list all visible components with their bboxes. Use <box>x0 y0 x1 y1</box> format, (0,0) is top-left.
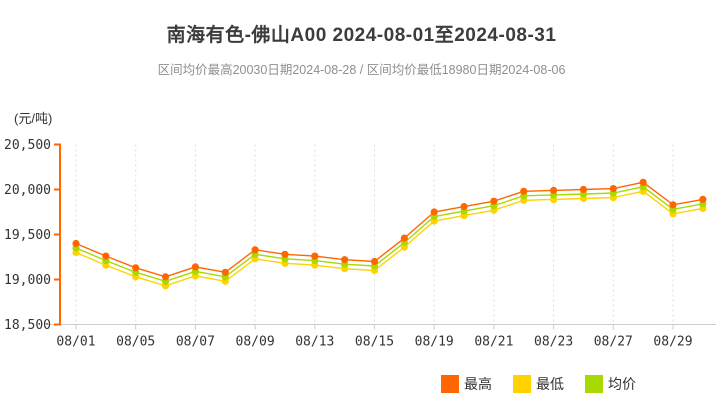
legend-low-label: 最低 <box>536 376 564 392</box>
data-point-high <box>341 256 349 264</box>
chart-legend: 最高 最低 均价 <box>441 374 636 394</box>
series-line-avg <box>75 186 703 283</box>
data-point-high <box>579 185 588 194</box>
legend-high-swatch-icon <box>441 375 459 393</box>
x-tick-label: 08/09 <box>236 335 275 350</box>
legend-avg-label: 均价 <box>608 376 636 392</box>
x-tick-label: 08/19 <box>415 335 454 350</box>
data-point-high <box>639 178 647 186</box>
y-tick-label: 20,000 <box>4 183 51 198</box>
x-tick-label: 08/15 <box>355 335 394 350</box>
data-point-high <box>281 250 289 258</box>
chart-title: 南海有色-佛山A00 2024-08-01至2024-08-31 <box>166 25 557 46</box>
data-point-high <box>550 186 558 194</box>
data-point-high <box>221 268 229 276</box>
legend-item-low: 最低 <box>513 374 564 394</box>
data-point-high <box>72 239 80 248</box>
data-point-high <box>400 234 408 242</box>
legend-high-label: 最高 <box>464 376 492 392</box>
y-tick-label: 19,000 <box>4 273 51 288</box>
data-point-high <box>251 246 259 254</box>
legend-item-avg: 均价 <box>585 374 636 394</box>
data-point-high <box>699 195 707 203</box>
data-point-high <box>520 187 528 195</box>
x-tick-label: 08/23 <box>534 335 573 350</box>
data-point-high <box>161 273 170 281</box>
x-tick-label: 08/01 <box>56 335 95 350</box>
data-point-high <box>370 257 379 266</box>
legend-item-high: 最高 <box>441 374 492 394</box>
x-tick-label: 08/07 <box>176 335 215 350</box>
data-point-high <box>311 252 319 260</box>
data-point-high <box>490 197 498 205</box>
data-point-high <box>460 203 468 211</box>
x-tick-label: 08/05 <box>116 335 155 350</box>
series-line-high <box>75 181 703 278</box>
y-tick-label: 18,500 <box>4 318 51 333</box>
data-point-high <box>132 264 140 272</box>
y-axis-unit-label: (元/吨) <box>14 111 53 126</box>
chart-subtitle: 区间均价最高20030日期2024-08-28 / 区间均价最低18980日期2… <box>157 63 566 77</box>
legend-avg-swatch-icon <box>585 375 603 393</box>
data-point-high <box>191 263 199 271</box>
y-tick-label: 20,500 <box>4 138 51 153</box>
data-point-high <box>669 201 677 209</box>
legend-low-swatch-icon <box>513 375 531 393</box>
data-point-high <box>609 185 617 193</box>
x-tick-label: 08/13 <box>295 335 334 350</box>
data-point-high <box>102 252 110 260</box>
x-tick-label: 08/29 <box>653 335 692 350</box>
x-tick-label: 08/21 <box>474 335 513 350</box>
data-point-high <box>430 208 438 216</box>
series-line-low <box>75 190 703 287</box>
y-tick-label: 19,500 <box>4 228 51 243</box>
x-tick-label: 08/27 <box>594 335 633 350</box>
